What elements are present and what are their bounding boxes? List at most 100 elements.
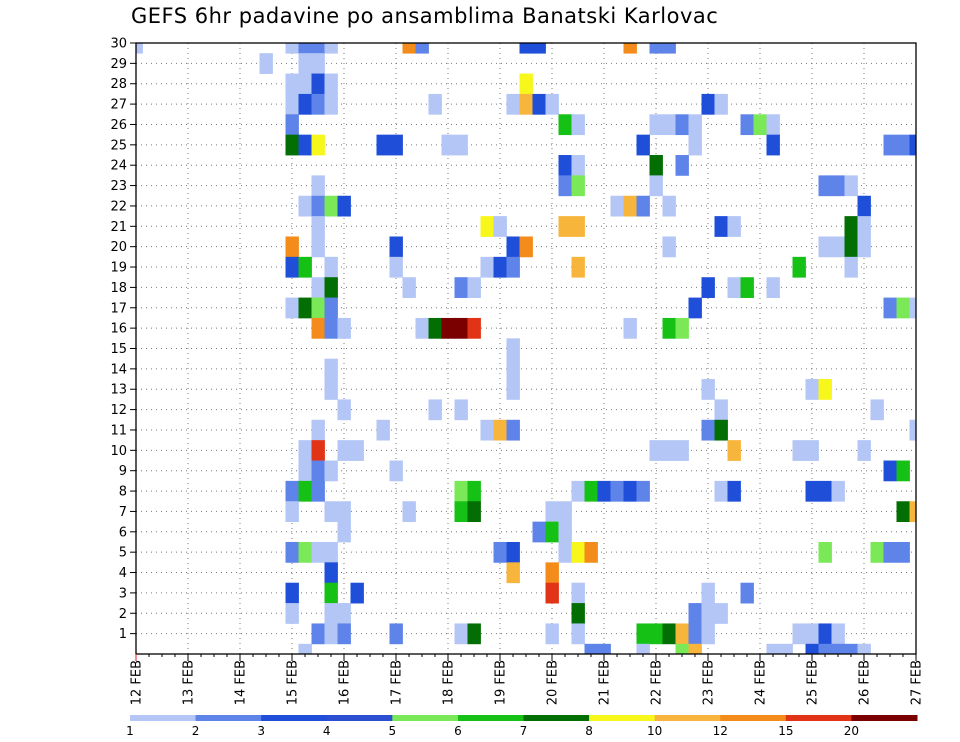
y-tick-label: 14 [110, 362, 127, 377]
heatmap-cell [324, 93, 338, 115]
heatmap-cell [298, 643, 312, 655]
heatmap-cell [870, 399, 884, 421]
heatmap-cell [597, 643, 611, 655]
heatmap-cell [701, 419, 715, 441]
heatmap-cell [896, 297, 910, 319]
heatmap-cell [454, 623, 468, 645]
y-tick-label: 15 [110, 342, 127, 357]
heatmap-cell [298, 440, 312, 461]
heatmap-cell [714, 603, 728, 624]
y-tick-label: 3 [119, 586, 127, 601]
y-tick-label: 16 [110, 322, 127, 337]
heatmap-cell [389, 236, 403, 258]
heatmap-cell [649, 440, 663, 461]
heatmap-cell [506, 541, 520, 563]
heatmap-cell [298, 53, 312, 74]
heatmap-cell [324, 541, 338, 563]
legend-label: 2 [192, 724, 200, 738]
legend-label: 20 [844, 724, 859, 738]
x-tick-label: 19 FEB [494, 660, 509, 705]
heatmap-cell [792, 440, 806, 461]
heatmap-cell [389, 134, 403, 156]
heatmap-cell [753, 114, 767, 136]
heatmap-cell [285, 582, 299, 604]
heatmap-cell [506, 379, 520, 400]
heatmap-cell [337, 440, 351, 461]
heatmap-cell [428, 317, 442, 339]
heatmap-cell [610, 480, 624, 502]
heatmap-cell [844, 175, 858, 197]
legend-swatch [523, 715, 590, 721]
heatmap-cell [831, 236, 845, 258]
heatmap-cell [571, 175, 585, 197]
heatmap-cell [818, 175, 832, 197]
heatmap-cell [857, 440, 871, 461]
heatmap-cell [493, 256, 507, 278]
x-tick-label: 27 FEB [910, 660, 925, 705]
heatmap-cell [688, 114, 702, 136]
y-tick-label: 22 [110, 199, 127, 214]
heatmap-cell [337, 195, 351, 217]
heatmap-cell [389, 460, 403, 482]
heatmap-cell [571, 216, 585, 237]
x-tick-label: 22 FEB [650, 660, 665, 705]
heatmap-cell [324, 317, 338, 339]
heatmap-cell [493, 541, 507, 563]
heatmap-cell [467, 277, 481, 298]
heatmap-cell [883, 460, 897, 482]
heatmap-cell [558, 521, 572, 543]
heatmap-cell [818, 643, 832, 655]
heatmap-cell [831, 480, 845, 502]
heatmap-cell [896, 460, 910, 482]
heatmap-cell [610, 195, 624, 217]
heatmap-cell [532, 521, 546, 543]
y-tick-label: 28 [110, 77, 127, 92]
legend-label: 8 [585, 724, 593, 738]
heatmap-cell [402, 277, 416, 298]
heatmap-cell [714, 480, 728, 502]
heatmap-cell [688, 623, 702, 645]
heatmap-cell [623, 195, 637, 217]
heatmap-cell [558, 216, 572, 237]
heatmap-cell [493, 216, 507, 237]
heatmap-cell [688, 134, 702, 156]
heatmap-cell [324, 277, 338, 298]
y-tick-label: 30 [110, 37, 127, 52]
color-legend: 1 2 3 4 5 6 7 8 10 12 15 20 [126, 715, 918, 738]
heatmap-cell [636, 643, 650, 655]
heatmap-cell [662, 623, 676, 645]
y-tick-label: 20 [110, 240, 127, 255]
y-tick-label: 25 [110, 138, 127, 153]
x-tick-label: 25 FEB [806, 660, 821, 705]
heatmap-cell [636, 480, 650, 502]
y-tick-label: 10 [110, 444, 127, 459]
heatmap-cell [298, 480, 312, 502]
legend-swatch [130, 715, 197, 721]
heatmap-cell [883, 541, 897, 563]
heatmap-cell [311, 53, 325, 74]
legend-swatch [326, 715, 393, 721]
legend-label: 12 [713, 724, 728, 738]
heatmap-cell [571, 623, 585, 645]
heatmap-cell [766, 134, 780, 156]
heatmap-cell [844, 236, 858, 258]
heatmap-cell [298, 93, 312, 115]
heatmap-cell [545, 521, 559, 543]
heatmap-cell [623, 480, 637, 502]
heatmap-cell [311, 297, 325, 319]
heatmap-cell [701, 277, 715, 298]
heatmap-cell [402, 501, 416, 523]
legend-label: 6 [454, 724, 462, 738]
heatmap-cell [675, 623, 689, 645]
heatmap-cell [311, 134, 325, 156]
heatmap-cell [506, 338, 520, 360]
heatmap-cell [558, 114, 572, 136]
heatmap-cell [857, 216, 871, 237]
legend-swatch [392, 715, 459, 721]
heatmap-cell [571, 603, 585, 624]
y-tick-label: 18 [110, 281, 127, 296]
y-tick-label: 6 [119, 525, 127, 540]
heatmap-cell [844, 216, 858, 237]
heatmap-cell [896, 541, 910, 563]
heatmap-cell [792, 256, 806, 278]
